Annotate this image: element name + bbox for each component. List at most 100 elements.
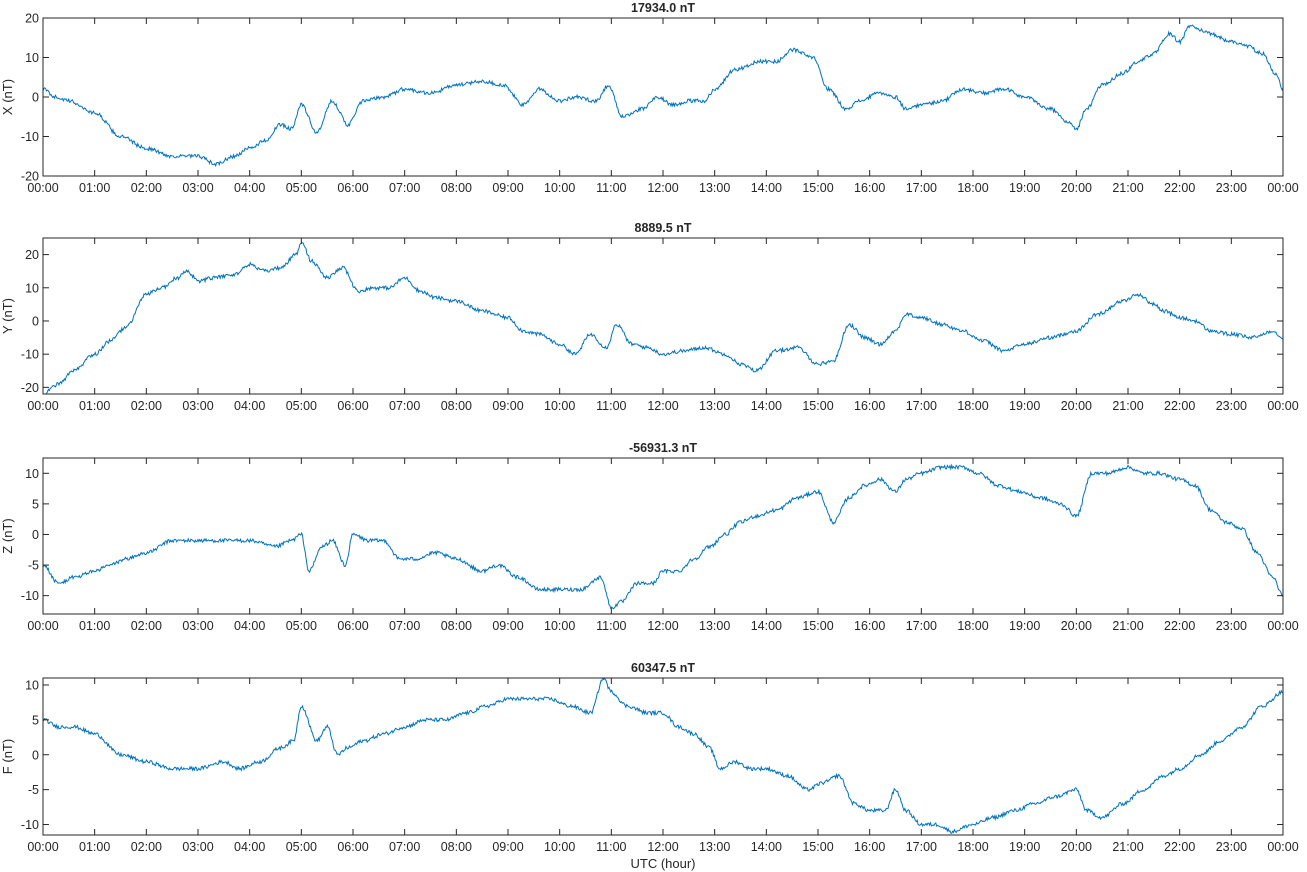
y-tick-label: 20	[25, 248, 39, 262]
y-tick-label: 10	[25, 281, 39, 295]
x-tick-label: 03:00	[182, 619, 213, 633]
x-tick-label: 19:00	[1009, 840, 1040, 854]
x-tick-label: 16:00	[854, 619, 885, 633]
axes-box	[42, 237, 1284, 395]
x-tick-label: 05:00	[286, 181, 317, 195]
y-tick-label: 5	[32, 497, 39, 511]
panel-y: 00:00 01:00 02:00 03:00 04:00 05:00 06:00 07:00…	[0, 221, 1299, 413]
x-tick-label: 21:00	[1112, 619, 1143, 633]
x-tick-label: 04:00	[234, 840, 265, 854]
x-tick-label: 14:00	[751, 181, 782, 195]
x-tick-label: 06:00	[337, 840, 368, 854]
x-tick-label: 02:00	[131, 181, 162, 195]
x-tick-label: 02:00	[131, 619, 162, 633]
y-axis-label: X (nT)	[0, 79, 15, 115]
series-line	[43, 242, 1283, 394]
x-tick-label: 11:00	[596, 619, 626, 633]
panel-x: 00:00 01:00 02:00 03:00 04:00 05:00 06:00 07:00…	[0, 1, 1299, 195]
x-tick-label: 09:00	[492, 399, 523, 413]
x-tick-label: 22:00	[1164, 181, 1195, 195]
x-tick-label: 00:00	[1267, 399, 1298, 413]
x-tick-label: 10:00	[544, 840, 575, 854]
x-tick-label: 14:00	[751, 399, 782, 413]
panel-title: -56931.3 nT	[629, 441, 697, 455]
x-tick-label: 06:00	[337, 619, 368, 633]
y-tick-label: 10	[25, 51, 39, 65]
x-tick-label: 17:00	[906, 399, 937, 413]
x-tick-label: 19:00	[1009, 619, 1040, 633]
x-tick-label: 00:00	[27, 619, 58, 633]
x-tick-label: 01:00	[79, 840, 110, 854]
x-tick-label: 13:00	[699, 840, 730, 854]
x-tick-label: 01:00	[79, 399, 110, 413]
x-tick-label: 06:00	[337, 181, 368, 195]
x-tick-label: 18:00	[957, 840, 988, 854]
x-tick-label: 19:00	[1009, 181, 1040, 195]
x-tick-label: 16:00	[854, 840, 885, 854]
x-tick-label: 10:00	[544, 181, 575, 195]
panel-z: 00:00 01:00 02:00 03:00 04:00 05:00 06:00 07:00…	[0, 441, 1299, 633]
x-tick-label: 20:00	[1061, 840, 1092, 854]
x-tick-label: 13:00	[699, 181, 730, 195]
y-tick-label: -10	[21, 130, 39, 144]
x-tick-label: 18:00	[957, 399, 988, 413]
x-tick-label: 15:00	[802, 399, 833, 413]
series-line	[43, 463, 1283, 610]
x-tick-label: 07:00	[389, 619, 420, 633]
x-tick-label: 16:00	[854, 181, 885, 195]
x-tick-label: 08:00	[441, 181, 472, 195]
x-tick-label: 17:00	[906, 840, 937, 854]
x-tick-label: 18:00	[957, 619, 988, 633]
x-tick-label: 00:00	[1267, 840, 1298, 854]
y-tick-label: 20	[25, 12, 39, 26]
x-tick-label: 22:00	[1164, 399, 1195, 413]
y-tick-label: 10	[25, 678, 39, 692]
x-tick-label: 15:00	[802, 181, 833, 195]
x-tick-label: 10:00	[544, 399, 575, 413]
x-tick-label: 06:00	[337, 399, 368, 413]
x-tick-label: 11:00	[596, 399, 626, 413]
axes-box	[42, 457, 1284, 615]
x-tick-label: 00:00	[27, 840, 58, 854]
axes-box	[42, 677, 1284, 836]
x-tick-label: 20:00	[1061, 619, 1092, 633]
x-tick-label: 21:00	[1112, 399, 1143, 413]
x-tick-label: 02:00	[131, 399, 162, 413]
x-tick-label: 04:00	[234, 619, 265, 633]
x-tick-label: 10:00	[544, 619, 575, 633]
x-tick-label: 11:00	[596, 840, 626, 854]
y-tick-label: 0	[32, 314, 39, 328]
y-tick-label: -20	[21, 381, 39, 395]
x-tick-label: 20:00	[1061, 399, 1092, 413]
x-tick-label: 17:00	[906, 181, 937, 195]
x-tick-label: 23:00	[1216, 399, 1247, 413]
y-tick-label: 5	[32, 713, 39, 727]
x-tick-label: 03:00	[182, 399, 213, 413]
x-tick-label: 09:00	[492, 619, 523, 633]
x-tick-label: 13:00	[699, 399, 730, 413]
x-tick-label: 18:00	[957, 181, 988, 195]
x-tick-label: 14:00	[751, 840, 782, 854]
x-tick-label: 12:00	[647, 619, 678, 633]
x-tick-label: 21:00	[1112, 181, 1143, 195]
x-tick-label: 00:00	[1267, 619, 1298, 633]
x-tick-label: 22:00	[1164, 840, 1195, 854]
x-tick-label: 01:00	[79, 619, 110, 633]
x-tick-label: 05:00	[286, 840, 317, 854]
x-tick-label: 15:00	[802, 840, 833, 854]
x-tick-label: 01:00	[79, 181, 110, 195]
x-tick-label: 20:00	[1061, 181, 1092, 195]
x-tick-label: 11:00	[596, 181, 626, 195]
y-tick-label: -10	[21, 589, 39, 603]
x-tick-label: 16:00	[854, 399, 885, 413]
x-tick-label: 13:00	[699, 619, 730, 633]
panel-title: 8889.5 nT	[635, 221, 692, 235]
x-tick-label: 07:00	[389, 399, 420, 413]
x-tick-label: 21:00	[1112, 840, 1143, 854]
x-tick-label: 14:00	[751, 619, 782, 633]
y-axis-label: F (nT)	[0, 739, 15, 774]
x-tick-label: 22:00	[1164, 619, 1195, 633]
x-tick-label: 05:00	[286, 399, 317, 413]
panel-f: 00:00 01:00 02:00 03:00 04:00 05:00 06:00 07:00…	[0, 661, 1299, 871]
